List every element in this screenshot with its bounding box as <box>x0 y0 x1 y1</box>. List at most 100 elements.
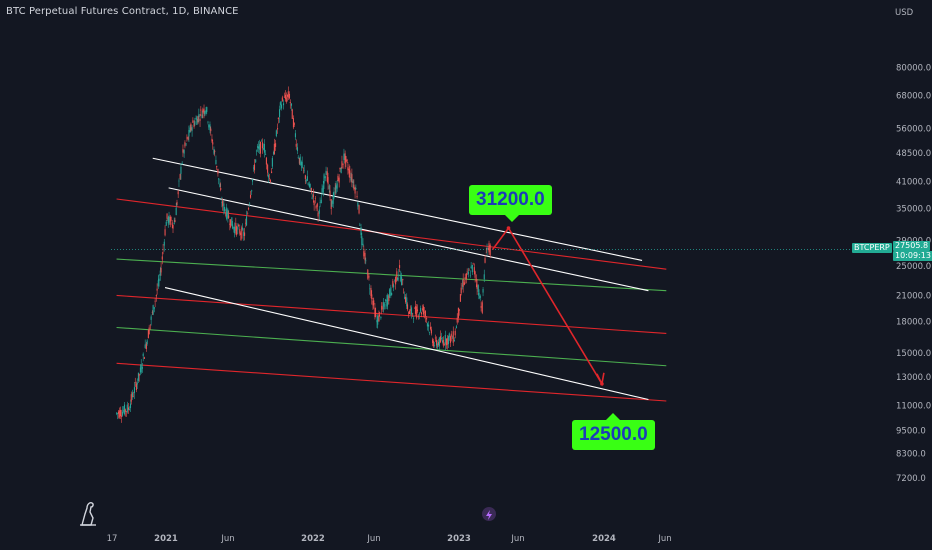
candle-body <box>379 312 381 313</box>
candle-body <box>348 168 350 174</box>
candle-body <box>339 167 341 170</box>
candle-body <box>139 367 141 373</box>
candle-body <box>261 140 263 142</box>
candle-body <box>459 294 461 302</box>
candle-body <box>483 274 485 280</box>
y-tick-label: 41000.0 <box>896 178 931 188</box>
candle-body <box>320 199 322 204</box>
candle-body <box>346 159 348 162</box>
candle-body <box>401 276 403 286</box>
candle-body <box>137 372 139 381</box>
candle-body <box>140 364 142 373</box>
candle-body <box>317 212 319 217</box>
candle-body <box>207 121 209 123</box>
candle-body <box>296 147 298 151</box>
candle-body <box>448 333 450 338</box>
candle-body <box>263 144 265 153</box>
candle-body <box>132 396 134 397</box>
candle-body <box>312 194 314 198</box>
candle-body <box>342 163 344 165</box>
candle-body <box>399 265 401 268</box>
candle-body <box>330 199 332 209</box>
target-callout-bottom: 12500.0 <box>572 413 655 450</box>
candle-body <box>365 260 367 262</box>
candle-body <box>293 122 295 126</box>
x-tick-label: 2022 <box>301 534 325 544</box>
candle-body <box>145 343 147 349</box>
candles <box>116 86 491 423</box>
white-trend-line <box>164 287 649 401</box>
candle-body <box>120 415 122 417</box>
y-tick-label: 25000.0 <box>896 262 931 272</box>
candle-body <box>438 337 440 347</box>
candle-body <box>280 104 283 109</box>
candle-body <box>154 300 156 302</box>
candle-body <box>337 175 339 181</box>
candle-body <box>347 167 349 171</box>
candle-body <box>351 174 353 183</box>
candle-body <box>210 128 212 132</box>
candle-body <box>118 410 120 418</box>
candle-body <box>179 174 181 179</box>
candle-body <box>259 141 262 154</box>
candle-body <box>243 231 245 236</box>
candle-body <box>306 176 308 181</box>
candle-body <box>238 224 240 226</box>
candle-body <box>165 221 167 226</box>
candle-body <box>175 207 177 216</box>
candle-body <box>478 292 480 299</box>
candle-body <box>281 97 283 101</box>
lightning-icon[interactable] <box>482 507 496 521</box>
projection-segment <box>507 227 603 385</box>
candle-body <box>295 143 297 147</box>
candle-body <box>224 207 226 211</box>
candle-body <box>341 161 343 169</box>
candle-body <box>279 102 281 106</box>
candle-body <box>158 278 160 282</box>
candle-body <box>458 309 460 312</box>
candle-body <box>249 203 251 205</box>
candle-body <box>454 330 456 336</box>
candle-body <box>314 198 316 199</box>
candle-body <box>323 174 325 184</box>
candle-body <box>367 269 369 279</box>
candle-body <box>487 247 489 249</box>
y-tick-label: 9500.0 <box>896 427 926 437</box>
candle-body <box>239 229 241 234</box>
candle-body <box>469 275 471 277</box>
candle-body <box>471 264 473 273</box>
candle-body <box>116 413 118 414</box>
candle-body <box>269 179 271 182</box>
dino-logo-icon[interactable] <box>78 500 98 530</box>
candle-body <box>155 295 157 297</box>
candle-body <box>344 153 346 164</box>
candle-body <box>189 127 191 133</box>
candle-body <box>445 339 448 346</box>
candle-body <box>303 170 305 171</box>
candle-body <box>221 202 223 204</box>
candle-body <box>147 330 149 339</box>
candle-body <box>265 157 267 165</box>
candle-body <box>398 274 400 276</box>
candle-body <box>255 159 257 163</box>
candle-body <box>301 161 303 168</box>
candle-body <box>292 118 295 128</box>
candle-body <box>436 343 438 348</box>
candle-body <box>229 223 231 226</box>
candle-body <box>176 201 178 206</box>
projection-segment <box>491 227 510 250</box>
candle-body <box>298 157 300 164</box>
projection-point <box>506 226 511 230</box>
candle-body <box>331 200 333 207</box>
candle-body <box>374 307 376 318</box>
candle-body <box>245 222 247 224</box>
candle-body <box>152 305 154 315</box>
candle-body <box>302 167 304 169</box>
candle-body <box>187 136 189 140</box>
candle-body <box>357 202 359 207</box>
candle-body <box>315 205 317 209</box>
candle-body <box>237 226 239 230</box>
candle-body <box>452 331 454 343</box>
candle-body <box>247 213 249 215</box>
